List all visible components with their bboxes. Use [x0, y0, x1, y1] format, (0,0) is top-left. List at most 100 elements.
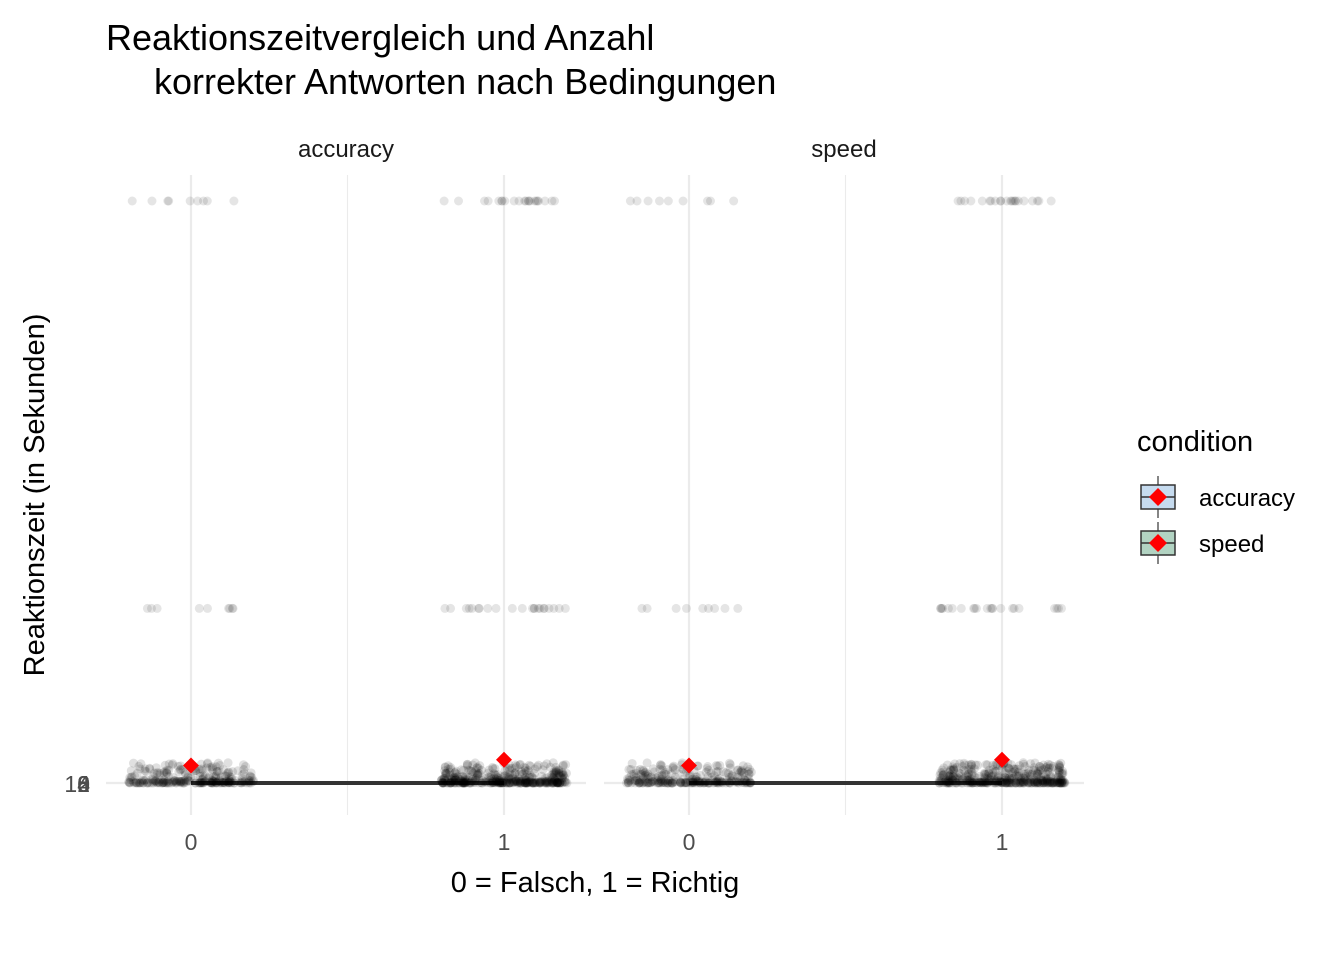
data-point	[486, 778, 496, 788]
data-point	[622, 774, 632, 784]
data-point	[523, 777, 533, 787]
outlier-point	[956, 196, 966, 206]
y-axis-label: Reaktionszeit (in Sekunden)	[19, 314, 51, 677]
data-point	[1047, 778, 1057, 788]
data-point	[735, 768, 745, 778]
data-point	[515, 759, 525, 769]
data-point	[162, 768, 172, 778]
data-point	[691, 775, 701, 785]
data-point	[669, 777, 679, 787]
data-point	[969, 775, 979, 785]
data-point	[448, 773, 458, 783]
data-point	[482, 777, 492, 787]
data-point	[552, 777, 562, 787]
data-point	[949, 765, 959, 775]
axes: Reaktionszeit (in Sekunden) 0 = Falsch, …	[19, 314, 1008, 899]
data-point	[689, 777, 699, 787]
data-point	[695, 778, 705, 788]
data-point	[132, 768, 142, 778]
data-point	[711, 761, 721, 771]
data-point	[203, 758, 213, 768]
data-point	[743, 773, 753, 783]
data-point	[947, 765, 957, 775]
outlier-point	[533, 603, 543, 613]
data-point	[1002, 776, 1012, 786]
data-point	[451, 775, 461, 785]
data-point	[180, 767, 190, 777]
data-point	[1004, 773, 1014, 783]
data-point	[504, 778, 514, 788]
data-point	[472, 763, 482, 773]
data-point	[1046, 772, 1056, 782]
data-point	[655, 773, 665, 783]
data-point	[945, 772, 955, 782]
data-point	[459, 778, 469, 788]
data-point	[477, 778, 487, 788]
legend-item-label: accuracy	[1199, 485, 1295, 512]
data-point	[159, 767, 169, 777]
data-point	[718, 767, 728, 777]
data-point	[544, 778, 554, 788]
data-point	[248, 776, 258, 786]
data-point	[1011, 778, 1021, 788]
data-point	[553, 778, 563, 788]
data-point	[442, 777, 452, 787]
data-point	[469, 776, 479, 786]
data-point	[501, 777, 511, 787]
data-point	[504, 763, 514, 773]
data-point	[1016, 778, 1026, 788]
data-point	[1053, 778, 1063, 788]
data-point	[244, 777, 254, 787]
outlier-point	[1013, 196, 1023, 206]
data-point	[966, 759, 976, 769]
data-point	[655, 764, 665, 774]
data-point	[522, 769, 532, 779]
data-point	[452, 769, 462, 779]
data-point	[159, 775, 169, 785]
data-point	[476, 778, 486, 788]
data-point	[452, 772, 462, 782]
data-point	[657, 771, 667, 781]
data-point	[1055, 778, 1065, 788]
data-point	[997, 778, 1007, 788]
data-point	[1038, 765, 1048, 775]
data-point	[155, 768, 165, 778]
data-point	[438, 778, 448, 788]
data-point	[236, 778, 246, 788]
outlier-point	[729, 196, 739, 206]
data-point	[1029, 763, 1039, 773]
data-point	[1023, 778, 1033, 788]
data-point	[125, 773, 135, 783]
data-point	[746, 778, 756, 788]
data-point	[978, 778, 988, 788]
data-point	[1029, 775, 1039, 785]
data-point	[126, 775, 136, 785]
data-point	[149, 777, 159, 787]
data-point	[661, 769, 671, 779]
outlier-point	[943, 603, 953, 613]
data-point	[550, 774, 560, 784]
facet-strip-label: speed	[811, 136, 876, 163]
data-point	[530, 768, 540, 778]
data-point	[556, 770, 566, 780]
legend-key-mean-marker	[1149, 488, 1167, 506]
data-point	[988, 768, 998, 778]
data-point	[491, 777, 501, 787]
data-point	[138, 775, 148, 785]
data-point	[1004, 763, 1014, 773]
outlier-point	[480, 196, 490, 206]
data-point	[197, 774, 207, 784]
data-point	[450, 778, 460, 788]
data-point	[521, 766, 531, 776]
data-point	[681, 777, 691, 787]
data-point	[509, 776, 519, 786]
data-point	[202, 763, 212, 773]
data-point	[224, 778, 234, 788]
outlier-point	[152, 603, 162, 613]
data-point	[138, 778, 148, 788]
data-point	[740, 775, 750, 785]
data-point	[1056, 758, 1066, 768]
data-point	[1004, 769, 1014, 779]
data-point	[137, 776, 147, 786]
data-point	[668, 762, 678, 772]
